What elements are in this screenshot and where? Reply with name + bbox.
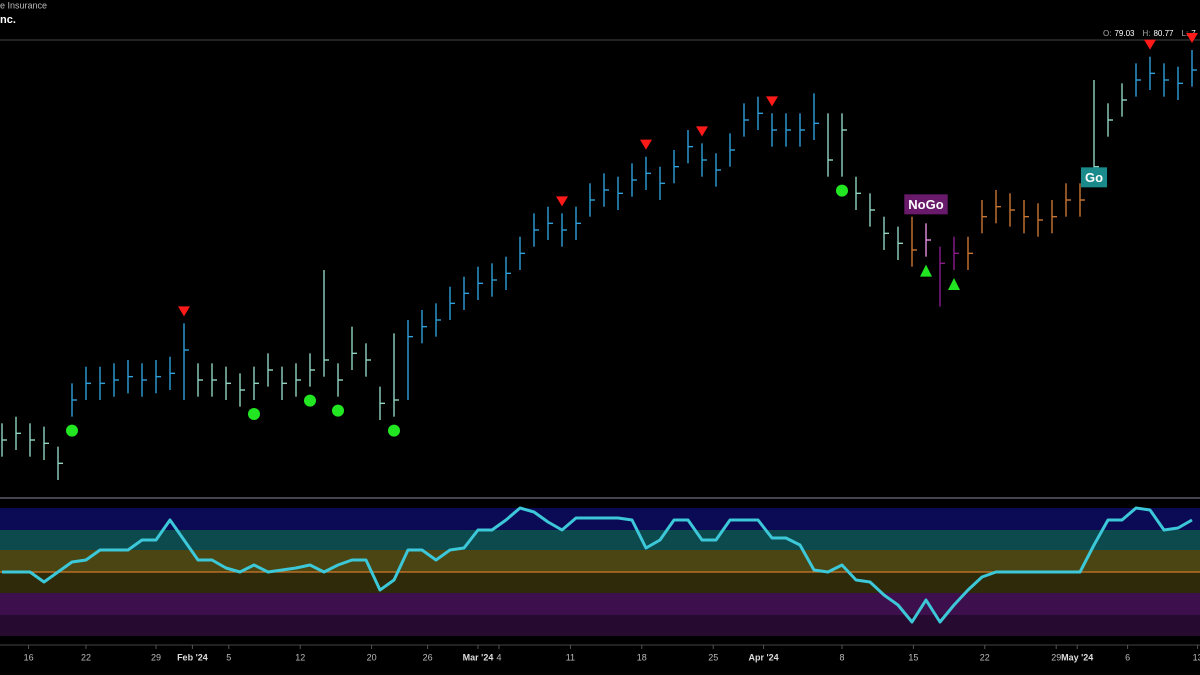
sell-triangle (766, 96, 778, 107)
ohlc-value: 80.77 (1153, 29, 1174, 38)
x-tick-label: 6 (1125, 652, 1130, 662)
annotation: Go (1080, 167, 1108, 188)
x-tick-label: 16 (24, 652, 34, 662)
x-tick-label: 5 (226, 652, 231, 662)
x-tick-label: 29 (1051, 652, 1061, 662)
x-tick-label: 20 (367, 652, 377, 662)
band (0, 593, 1200, 615)
band (0, 572, 1200, 593)
band (0, 550, 1200, 572)
x-tick-label: 12 (295, 652, 305, 662)
x-tick-label: 29 (151, 652, 161, 662)
sell-triangle (640, 139, 652, 150)
x-tick-label: 18 (637, 652, 647, 662)
x-tick-label: Apr '24 (749, 652, 779, 662)
ohlc-key: H: (1142, 29, 1150, 38)
x-tick-label: 13 (1193, 652, 1200, 662)
instrument-subtitle: e Insurance (0, 0, 47, 10)
x-tick-label: May '24 (1061, 652, 1093, 662)
x-tick-label: 26 (423, 652, 433, 662)
x-tick-label: Mar '24 (463, 652, 494, 662)
x-tick-label: 22 (980, 652, 990, 662)
buy-triangle (920, 264, 932, 277)
sell-triangle (556, 196, 568, 207)
band (0, 615, 1200, 636)
go-dot (304, 394, 316, 407)
x-tick-label: 22 (81, 652, 91, 662)
band (0, 530, 1200, 550)
annotation-box (1080, 167, 1108, 188)
go-dot (332, 404, 344, 417)
go-dot (388, 424, 400, 437)
x-tick-label: 15 (908, 652, 918, 662)
sell-triangle (178, 306, 190, 317)
x-tick-label: Feb '24 (177, 652, 208, 662)
sell-triangle (1144, 39, 1156, 50)
ohlc-key: L: (1182, 29, 1189, 38)
x-tick-label: 4 (496, 652, 501, 662)
x-tick-label: 25 (708, 652, 718, 662)
x-tick-label: 11 (566, 652, 575, 662)
sell-triangle (1186, 33, 1198, 43)
ohlc-key: O: (1103, 29, 1111, 38)
x-tick-label: 8 (839, 652, 844, 662)
go-dot (66, 424, 78, 437)
annotation: NoGo (904, 194, 948, 215)
annotation-box (904, 194, 948, 215)
oscillator-line (2, 506, 1193, 624)
ohlc-value: 79.03 (1114, 29, 1135, 38)
buy-triangle (948, 278, 960, 290)
go-dot (836, 184, 848, 197)
annotation-label: NoGo (908, 197, 943, 212)
sell-triangle (696, 126, 708, 137)
go-dot (248, 408, 260, 420)
annotation-label: Go (1085, 170, 1103, 185)
instrument-title: nc. (0, 14, 16, 26)
